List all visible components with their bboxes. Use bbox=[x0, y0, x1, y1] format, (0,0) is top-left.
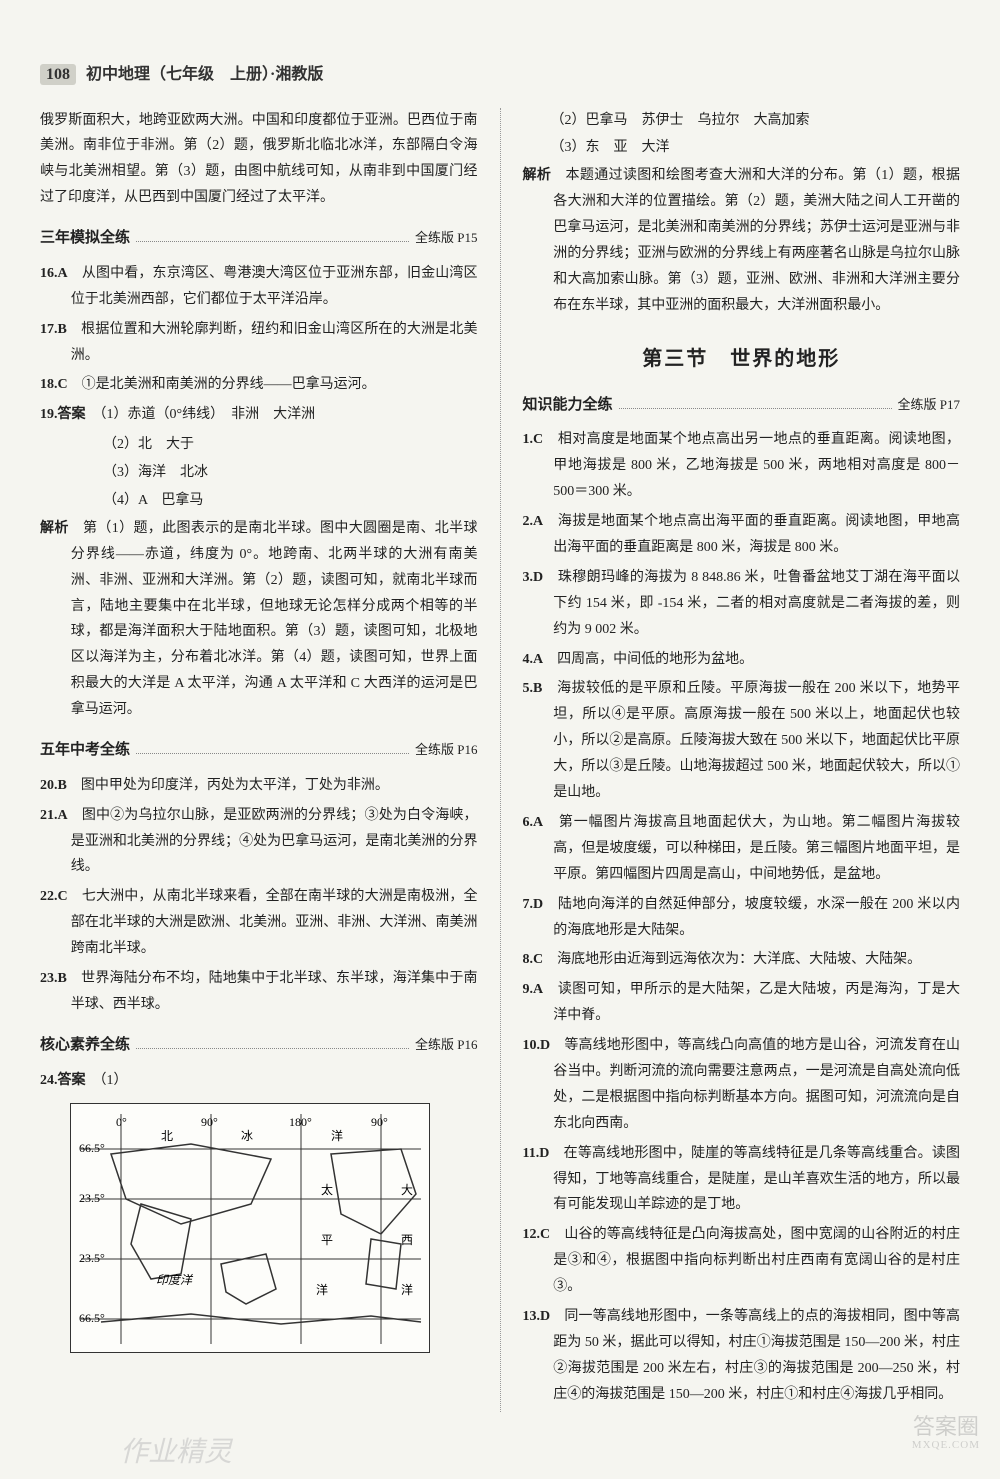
question-20: 20.B 图中甲处为印度洋，丙处为太平洋，丁处为非洲。 bbox=[40, 773, 478, 799]
watermark-url: MXQE.COM bbox=[912, 1439, 980, 1451]
svg-text:冰: 冰 bbox=[241, 1129, 253, 1143]
section-header-core: 核心素养全练 全练版 P16 bbox=[40, 1032, 478, 1060]
page-ref: 全练版 P17 bbox=[898, 393, 960, 417]
right-column: （2）巴拿马 苏伊士 乌拉尔 大高加索 （3）东 亚 大洋 解析 本题通过读图和… bbox=[523, 108, 961, 1412]
question-2: 2.A 海拔是地面某个地点高出海平面的垂直距离。阅读地图，甲地高出海平面的垂直距… bbox=[523, 509, 961, 561]
site-watermark: 答案圈 MXQE.COM bbox=[912, 1415, 980, 1451]
question-3: 3.D 珠穆朗玛峰的海拔为 8 848.86 米，吐鲁番盆地艾丁湖在海平面以下约… bbox=[523, 565, 961, 643]
svg-text:西: 西 bbox=[401, 1233, 413, 1247]
dots-leader bbox=[619, 408, 892, 409]
section-header-knowledge: 知识能力全练 全练版 P17 bbox=[523, 392, 961, 420]
cont-sub3: （3）东 亚 大洋 bbox=[523, 135, 961, 161]
svg-text:90°: 90° bbox=[201, 1115, 218, 1129]
question-5: 5.B 海拔较低的是平原和丘陵。平原海拔一般在 200 米以下，地势平坦，所以④… bbox=[523, 676, 961, 805]
q19-explanation: 解析 第（1）题，此图表示的是南北半球。图中大圆圈是南、北半球分界线——赤道，纬… bbox=[40, 516, 478, 723]
q19-sub2: （2）北 大于 bbox=[40, 432, 478, 458]
question-24: 24.答案 （1） bbox=[40, 1068, 478, 1094]
page-number: 108 bbox=[40, 64, 76, 85]
svg-text:洋: 洋 bbox=[316, 1282, 328, 1297]
question-18: 18.C ①是北美洲和南美洲的分界线——巴拿马运河。 bbox=[40, 372, 478, 398]
left-column: 俄罗斯面积大，地跨亚欧两大洲。中国和印度都位于亚洲。巴西位于南美洲。南非位于非洲… bbox=[40, 108, 478, 1412]
section-header-exam: 五年中考全练 全练版 P16 bbox=[40, 737, 478, 765]
question-8: 8.C 海底地形由近海到远海依次为：大洋底、大陆坡、大陆架。 bbox=[523, 947, 961, 973]
svg-text:洋: 洋 bbox=[331, 1128, 343, 1143]
intro-paragraph: 俄罗斯面积大，地跨亚欧两大洲。中国和印度都位于亚洲。巴西位于南美洲。南非位于非洲… bbox=[40, 108, 478, 212]
question-4: 4.A 四周高，中间低的地形为盆地。 bbox=[523, 647, 961, 673]
two-column-layout: 俄罗斯面积大，地跨亚欧两大洲。中国和印度都位于亚洲。巴西位于南美洲。南非位于非洲… bbox=[40, 108, 960, 1412]
dots-leader bbox=[136, 753, 409, 754]
page-title: 初中地理（七年级 上册）·湘教版 bbox=[86, 66, 323, 83]
cont-explanation: 解析 本题通过读图和绘图考查大洲和大洋的分布。第（1）题，根据各大洲和大洋的位置… bbox=[523, 163, 961, 318]
svg-text:180°: 180° bbox=[289, 1115, 312, 1129]
q19-sub4: （4）A 巴拿马 bbox=[40, 488, 478, 514]
svg-text:66.5°: 66.5° bbox=[79, 1311, 105, 1325]
question-13: 13.D 同一等高线地形图中，一条等高线上的点的海拔相同，图中等高距为 50 米… bbox=[523, 1304, 961, 1408]
watermark-top: 答案圈 bbox=[912, 1415, 980, 1439]
page-ref: 全练版 P16 bbox=[415, 1033, 477, 1057]
question-21: 21.A 图中②为乌拉尔山脉，是亚欧两洲的分界线；③处为白令海峡，是亚洲和北美洲… bbox=[40, 803, 478, 881]
page-ref: 全练版 P16 bbox=[415, 738, 477, 762]
question-1: 1.C 相对高度是地面某个地点高出另一地点的垂直距离。阅读地图，甲地海拔是 80… bbox=[523, 427, 961, 505]
question-11: 11.D 在等高线地形图中，陡崖的等高线特征是几条等高线重合。读图得知，丁地等高… bbox=[523, 1141, 961, 1219]
svg-text:印度洋: 印度洋 bbox=[156, 1273, 194, 1287]
question-9: 9.A 读图可知，甲所示的是大陆架，乙是大陆坡，丙是海沟，丁是大洋中脊。 bbox=[523, 977, 961, 1029]
column-divider bbox=[500, 108, 501, 1412]
question-22: 22.C 七大洲中，从南北半球来看，全部在南半球的大洲是南极洲，全部在北半球的大… bbox=[40, 884, 478, 962]
svg-text:23.5°: 23.5° bbox=[79, 1191, 105, 1205]
map-svg: 0° 90° 180° 90° 66.5° 23.5° 23.5° 66.5° … bbox=[71, 1104, 431, 1354]
svg-text:0°: 0° bbox=[116, 1115, 127, 1129]
question-6: 6.A 第一幅图片海拔高且地面起伏大，为山地。第二幅图片海拔较高，但是坡度缓，可… bbox=[523, 810, 961, 888]
svg-text:平: 平 bbox=[321, 1233, 333, 1247]
page-header: 108 初中地理（七年级 上册）·湘教版 bbox=[40, 60, 960, 90]
svg-text:23.5°: 23.5° bbox=[79, 1251, 105, 1265]
dots-leader bbox=[136, 241, 409, 242]
svg-text:66.5°: 66.5° bbox=[79, 1141, 105, 1155]
section-name: 知识能力全练 bbox=[523, 392, 613, 420]
watermark: 作业精灵 bbox=[120, 1427, 232, 1479]
svg-text:90°: 90° bbox=[371, 1115, 388, 1129]
svg-text:大: 大 bbox=[401, 1183, 413, 1197]
cont-sub2: （2）巴拿马 苏伊士 乌拉尔 大高加索 bbox=[523, 108, 961, 134]
section-name: 三年模拟全练 bbox=[40, 225, 130, 253]
q19-sub3: （3）海洋 北冰 bbox=[40, 460, 478, 486]
section-header-simulation: 三年模拟全练 全练版 P15 bbox=[40, 225, 478, 253]
question-16: 16.A 从图中看，东京湾区、粤港澳大湾区位于亚洲东部，旧金山湾区位于北美洲西部… bbox=[40, 261, 478, 313]
section-name: 核心素养全练 bbox=[40, 1032, 130, 1060]
world-map-diagram: 0° 90° 180° 90° 66.5° 23.5° 23.5° 66.5° … bbox=[70, 1103, 430, 1353]
question-10: 10.D 等高线地形图中，等高线凸向高值的地方是山谷，河流发育在山谷当中。判断河… bbox=[523, 1033, 961, 1137]
section-title: 第三节 世界的地形 bbox=[523, 341, 961, 378]
dots-leader bbox=[136, 1048, 409, 1049]
svg-text:太: 太 bbox=[321, 1182, 333, 1197]
svg-text:洋: 洋 bbox=[401, 1282, 413, 1297]
question-7: 7.D 陆地向海洋的自然延伸部分，坡度较缓，水深一般在 200 米以内的海底地形… bbox=[523, 892, 961, 944]
question-19: 19.答案 （1）赤道（0°纬线） 非洲 大洋洲 bbox=[40, 402, 478, 428]
question-17: 17.B 根据位置和大洲轮廓判断，纽约和旧金山湾区所在的大洲是北美洲。 bbox=[40, 317, 478, 369]
svg-text:北: 北 bbox=[161, 1129, 173, 1143]
question-12: 12.C 山谷的等高线特征是凸向海拔高处，图中宽阔的山谷附近的村庄是③和④，根据… bbox=[523, 1222, 961, 1300]
question-23: 23.B 世界海陆分布不均，陆地集中于北半球、东半球，海洋集中于南半球、西半球。 bbox=[40, 966, 478, 1018]
page-ref: 全练版 P15 bbox=[415, 226, 477, 250]
section-name: 五年中考全练 bbox=[40, 737, 130, 765]
